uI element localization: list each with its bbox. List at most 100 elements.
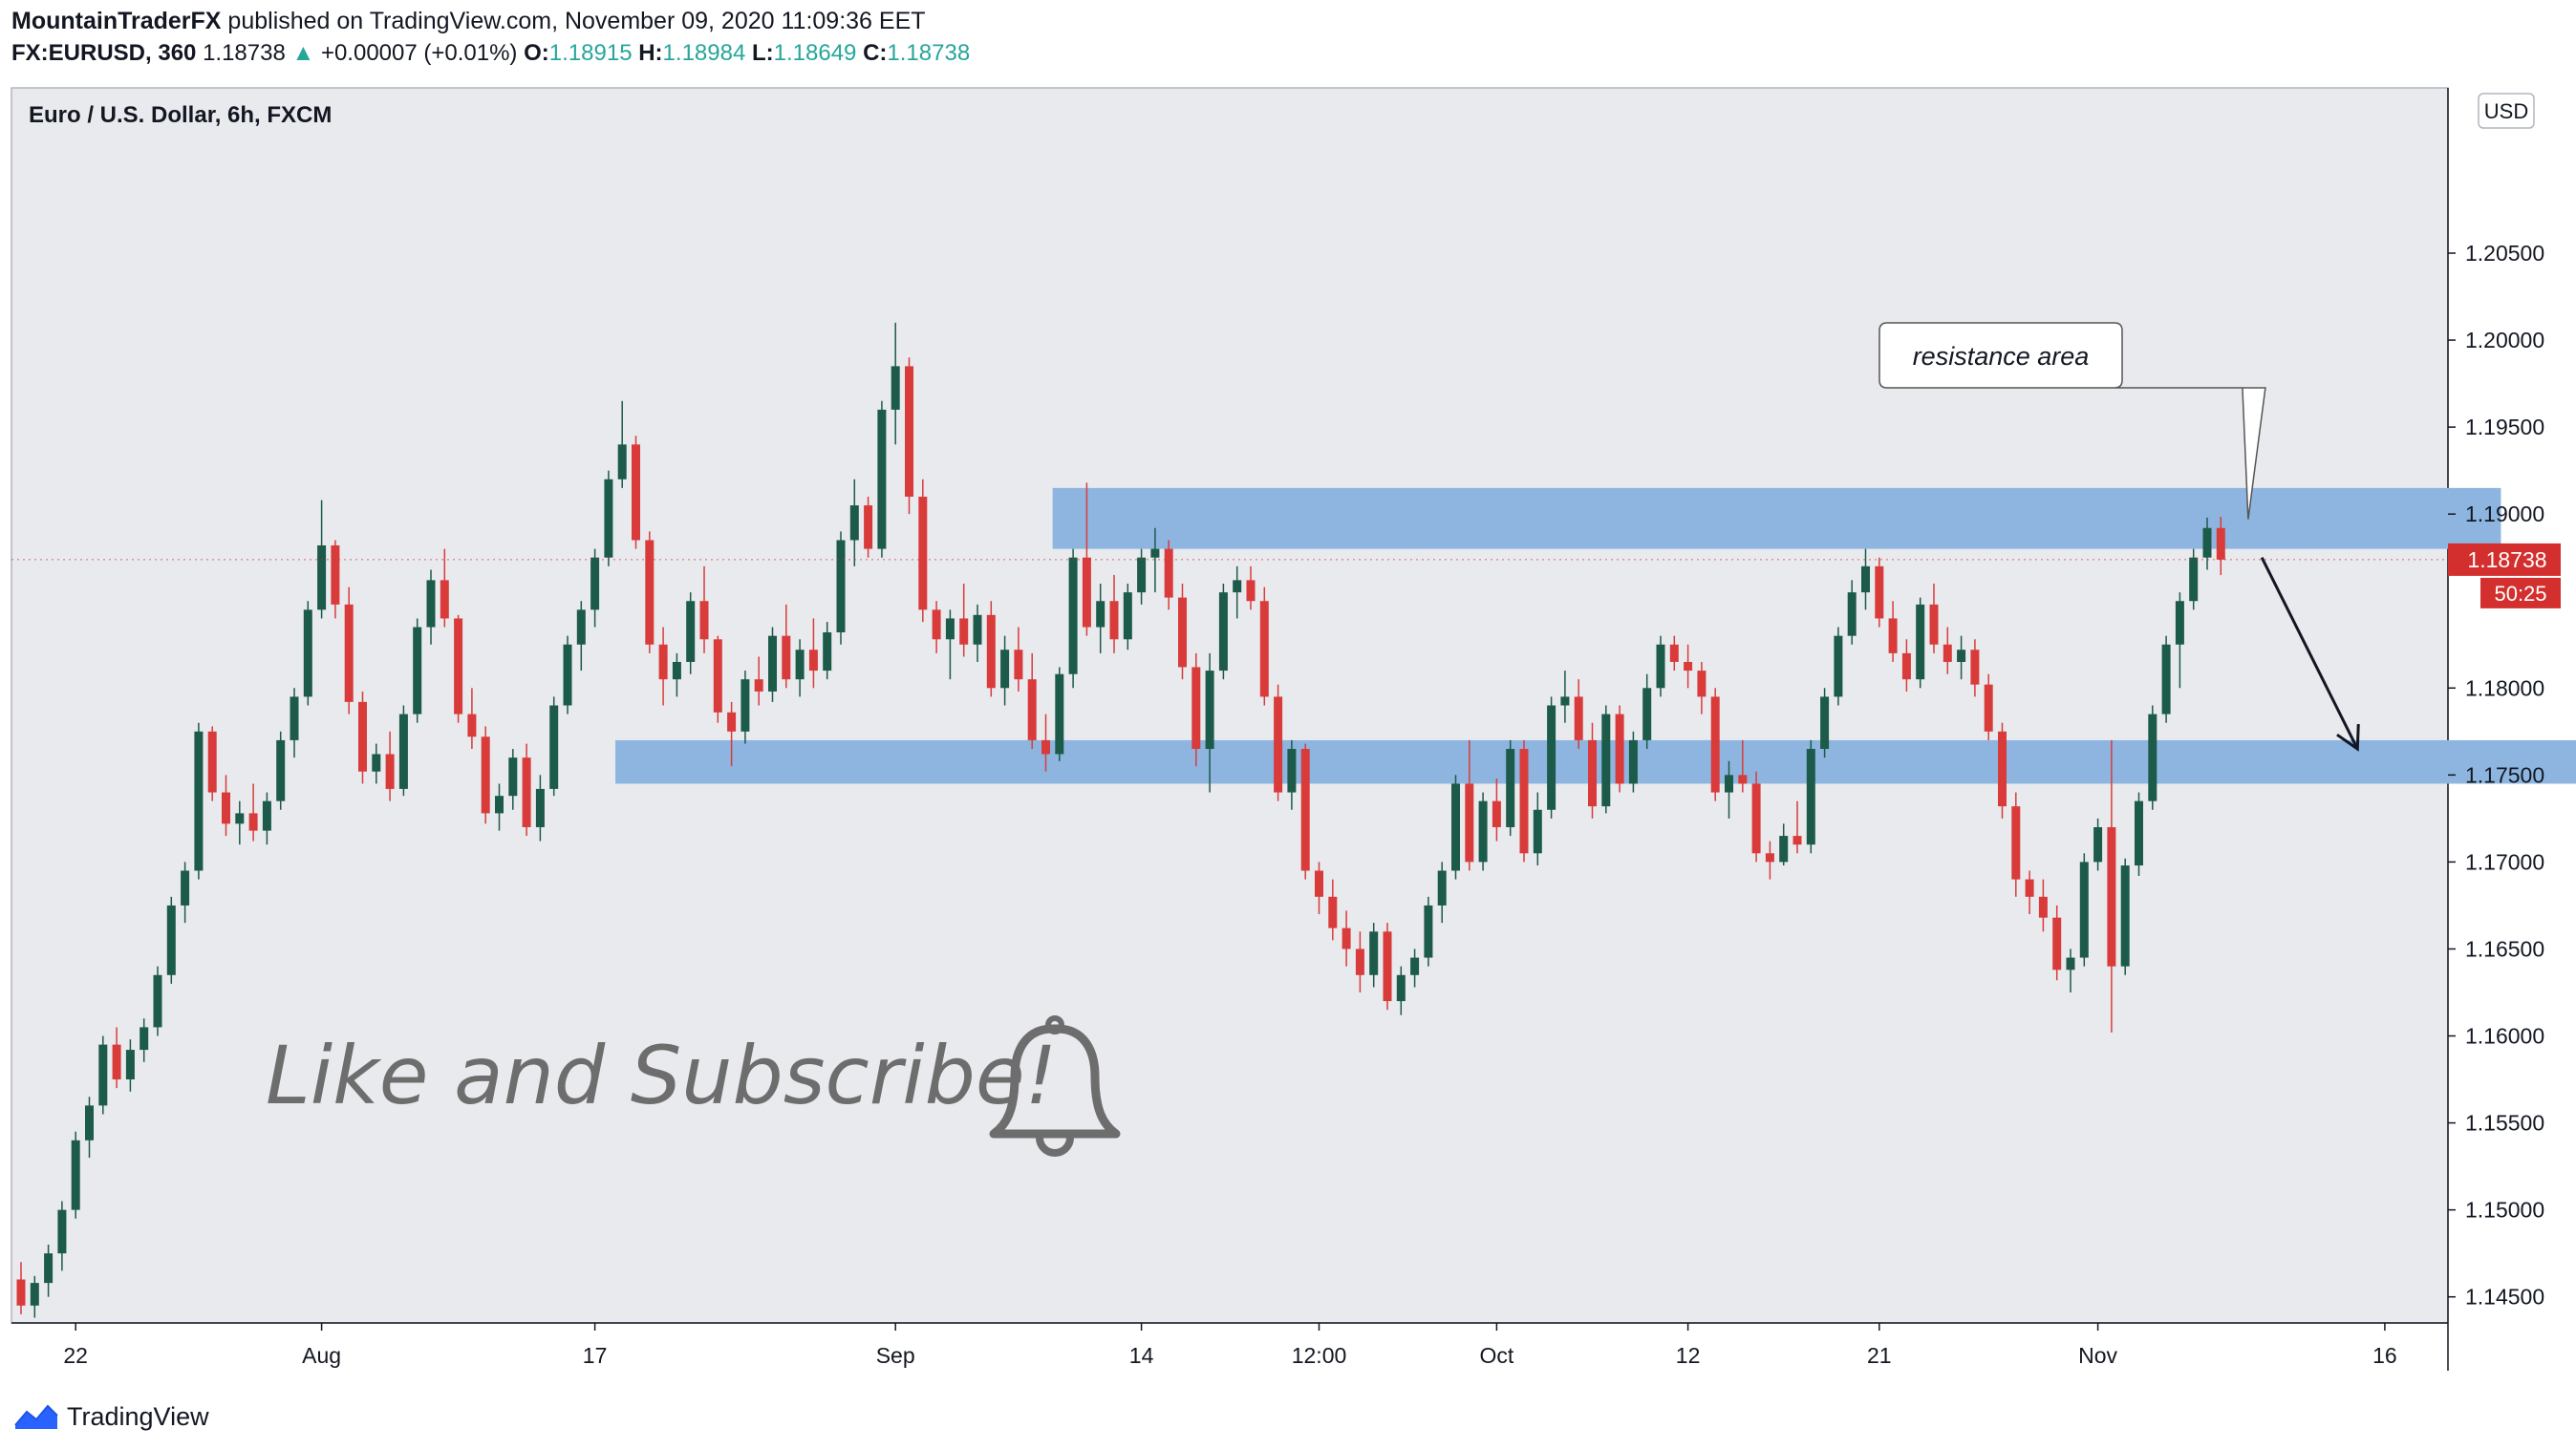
- candle-body: [1437, 870, 1447, 906]
- candle-bearish: [2052, 905, 2062, 981]
- candle-body: [1697, 671, 1707, 697]
- candle-bearish: [467, 688, 477, 750]
- candle-bearish: [1342, 910, 1351, 967]
- candle-body: [303, 609, 312, 697]
- candle-bullish: [973, 604, 982, 662]
- candle-bullish: [1601, 705, 1611, 814]
- candle-body: [317, 544, 327, 610]
- candle-bearish: [1984, 673, 1993, 740]
- candle-body: [849, 505, 859, 541]
- candle-body: [1205, 671, 1214, 750]
- candle-body: [1738, 775, 1748, 784]
- candle-body: [1041, 739, 1050, 755]
- candle-body: [713, 639, 722, 713]
- candle-bearish: [1943, 627, 1952, 674]
- candle-body: [16, 1279, 26, 1306]
- resistance-zone: [1052, 487, 2501, 549]
- currency-label: USD: [2484, 99, 2528, 123]
- high-label: H:: [638, 40, 663, 66]
- candle-bullish: [686, 592, 696, 674]
- symbol-label: FX:EURUSD, 360: [11, 40, 197, 66]
- candle-body: [549, 705, 559, 789]
- change-arrow-icon: ▲: [291, 40, 315, 66]
- candle-bullish: [1779, 823, 1789, 866]
- candle-bearish: [1588, 722, 1597, 819]
- candle-bearish: [2038, 879, 2048, 932]
- candle-bearish: [1888, 601, 1898, 662]
- candle-body: [1150, 548, 1160, 558]
- candle-bearish: [1519, 739, 1529, 863]
- candle-bearish: [2107, 739, 2116, 1033]
- candle-body: [891, 366, 900, 410]
- candle-bearish: [1191, 652, 1201, 767]
- candle-bullish: [508, 749, 518, 810]
- candle-bearish: [207, 726, 217, 801]
- y-tick-label: 1.15000: [2465, 1198, 2544, 1223]
- candle-body: [535, 788, 545, 827]
- candle-bearish: [1164, 540, 1173, 610]
- author-name[interactable]: MountainTraderFX: [11, 8, 222, 34]
- candle-body: [98, 1044, 108, 1106]
- candle-body: [1478, 800, 1488, 863]
- candle-bullish: [166, 896, 176, 984]
- candle-bullish: [617, 400, 627, 488]
- candle-body: [864, 505, 873, 549]
- candle-bearish: [932, 601, 941, 653]
- chart-area[interactable]: 1.14500 1.15000 1.15500 1.16000 1.16500 1.170…: [0, 76, 2576, 1385]
- candle-body: [754, 679, 763, 692]
- candle-bearish: [1465, 739, 1474, 871]
- candle-bullish: [125, 1039, 135, 1092]
- candle-body: [358, 701, 367, 772]
- candle-bearish: [918, 479, 928, 623]
- candle-bearish: [1738, 739, 1748, 793]
- candle-bullish: [1861, 548, 1870, 610]
- candle-body: [1233, 580, 1242, 593]
- forecast-arrow-line: [2260, 557, 2359, 750]
- candle-body: [1806, 749, 1815, 845]
- candle-body: [1628, 739, 1638, 784]
- candle-bearish: [658, 627, 668, 706]
- candle-bullish: [1847, 580, 1857, 645]
- candle-body: [1792, 836, 1802, 845]
- candle-body: [1109, 601, 1119, 640]
- candle-body: [1164, 548, 1173, 598]
- candle-body: [1082, 557, 1091, 628]
- candle-bullish: [2093, 818, 2103, 871]
- candle-body: [945, 618, 955, 640]
- candle-body: [699, 601, 709, 640]
- candle-bearish: [358, 691, 367, 784]
- candle-bearish: [1315, 862, 1323, 915]
- candle-bearish: [481, 726, 490, 824]
- candle-body: [932, 609, 941, 640]
- candle-body: [727, 712, 737, 732]
- candle-body: [905, 366, 913, 497]
- price-chart[interactable]: 1.14500 1.15000 1.15500 1.16000 1.16500 1.170…: [0, 76, 2576, 1385]
- candle-body: [1328, 896, 1338, 928]
- candle-body: [522, 757, 531, 827]
- candle-bullish: [1287, 739, 1297, 810]
- candle-bearish: [699, 565, 709, 653]
- candle-bullish: [71, 1131, 80, 1219]
- tradingview-brand[interactable]: TradingView: [13, 1400, 209, 1433]
- candle-body: [1055, 673, 1064, 755]
- low-label: L:: [751, 40, 774, 66]
- candle-body: [959, 618, 969, 645]
- candle-body: [1369, 931, 1379, 975]
- candle-body: [166, 905, 176, 975]
- candle-body: [235, 813, 245, 824]
- candle-body: [1123, 592, 1132, 640]
- candle-bearish: [331, 540, 340, 619]
- y-tick-label: 1.19000: [2465, 501, 2544, 526]
- candle-body: [1710, 696, 1720, 793]
- candle-body: [1601, 714, 1611, 807]
- candle-body: [672, 661, 681, 680]
- candle-body: [768, 635, 777, 692]
- candle-bearish: [1027, 652, 1037, 750]
- candle-body: [1615, 714, 1624, 784]
- countdown-label: 50:25: [2494, 582, 2546, 606]
- candle-body: [426, 580, 436, 628]
- candle-bullish: [795, 639, 805, 697]
- chart-title: Euro / U.S. Dollar, 6h, FXCM: [29, 102, 332, 128]
- candle-bullish: [98, 1035, 108, 1115]
- candle-bullish: [1834, 627, 1843, 706]
